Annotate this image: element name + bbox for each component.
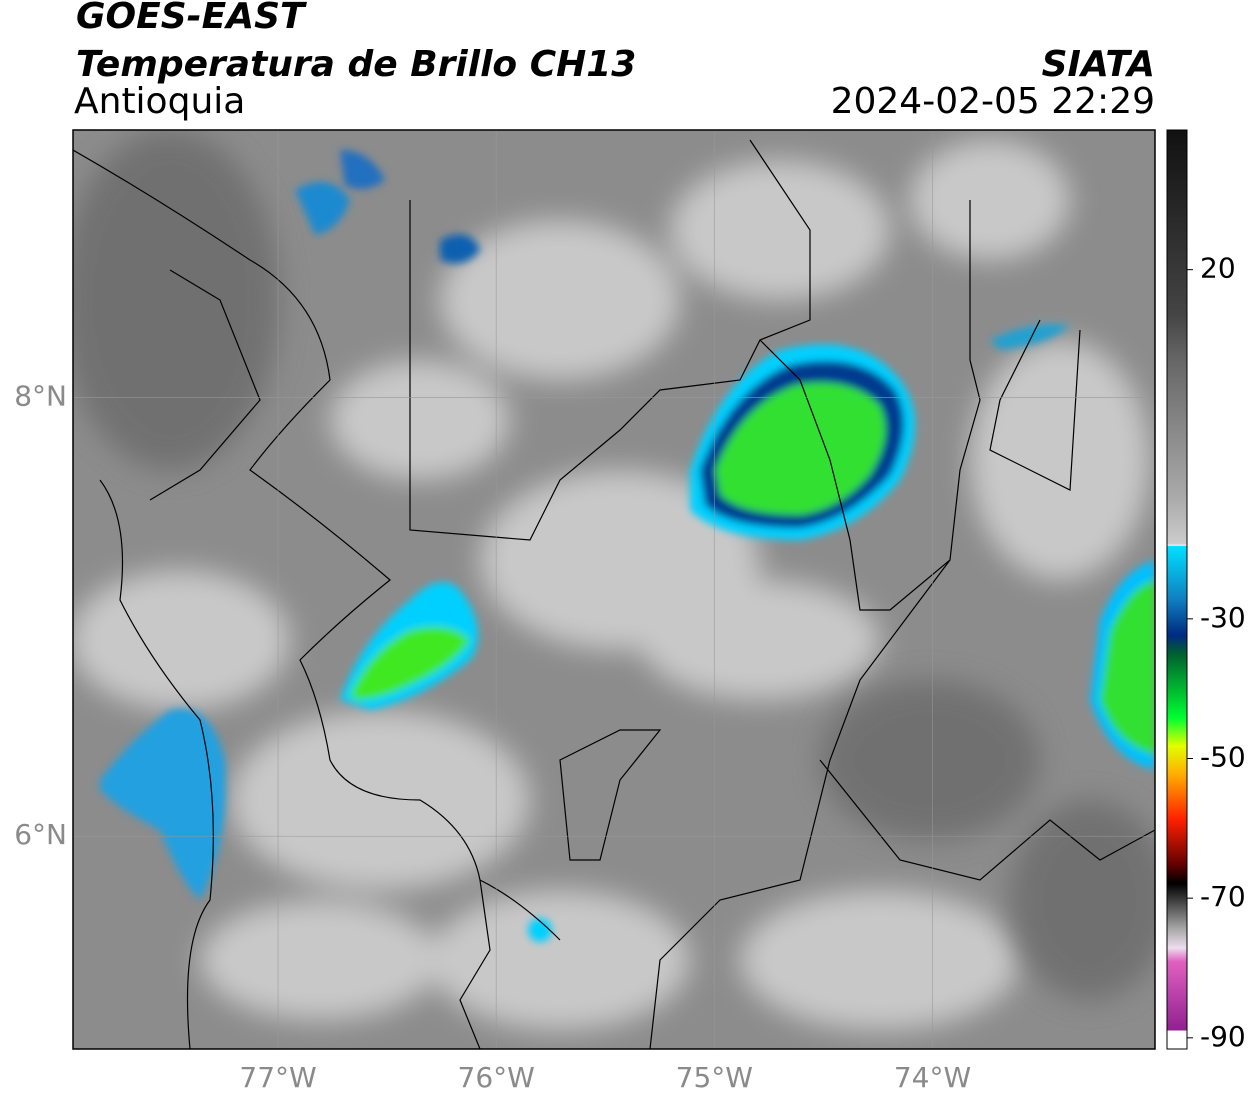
y-tick-label: 8°N [14, 380, 67, 413]
subtitle: Temperatura de Brillo CH13 [76, 44, 636, 85]
map-frame [72, 129, 1156, 1050]
x-tick-label: 74°W [894, 1061, 971, 1094]
y-tick-label: 6°N [14, 818, 67, 851]
satellite-image [73, 130, 1155, 1049]
colorbar [1166, 129, 1188, 1050]
colorbar-tick-label: -70 [1200, 880, 1246, 913]
colorbar-tick-label: -30 [1200, 601, 1246, 634]
colorbar-tick-label: -90 [1200, 1020, 1246, 1053]
title: GOES-EAST [76, 0, 307, 37]
source: SIATA [1042, 44, 1155, 85]
x-tick-label: 77°W [239, 1061, 316, 1094]
colorbar-tick-label: -50 [1200, 740, 1246, 773]
x-tick-label: 76°W [458, 1061, 535, 1094]
grid [73, 130, 1155, 1049]
colorbar-tick-label: 20 [1200, 252, 1236, 285]
datetime: 2024-02-05 22:29 [831, 81, 1155, 122]
region: Antioquia [74, 81, 245, 122]
x-tick-label: 75°W [676, 1061, 753, 1094]
